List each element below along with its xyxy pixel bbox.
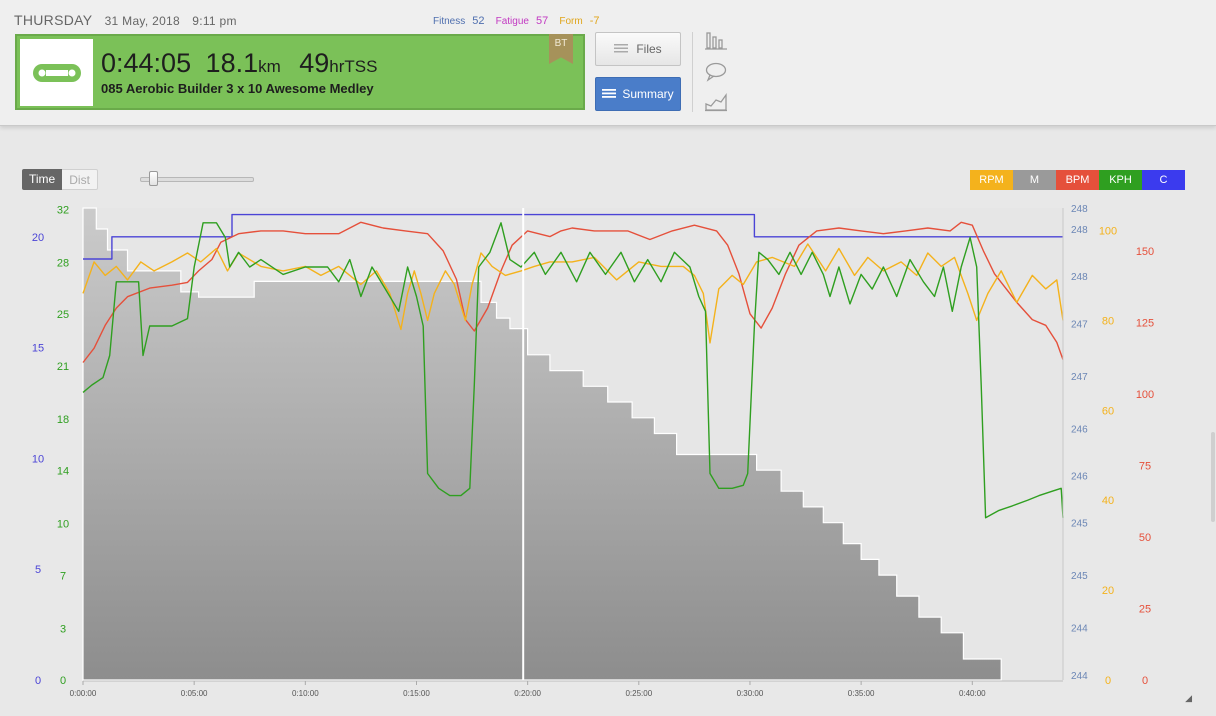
bt-badge: BT [549, 34, 573, 64]
x-tick-label: 0:35:00 [848, 689, 875, 698]
x-tick-label: 0:15:00 [403, 689, 430, 698]
time-text: 9:11 pm [192, 14, 237, 28]
day-name: THURSDAY [14, 12, 93, 28]
kph-axis-tick-label: 21 [57, 361, 69, 373]
kph-axis-tick-label: 14 [57, 466, 69, 478]
series-c-line [83, 213, 1063, 260]
distance-mode-button[interactable]: Dist [62, 169, 98, 190]
files-button[interactable]: Files [595, 32, 681, 66]
workout-stats: 0:44:05 18.1km 49hrTSS [101, 48, 391, 79]
m-axis-tick-label: 246 [1071, 471, 1088, 482]
rpm-axis-tick-label: 60 [1102, 405, 1114, 417]
m-axis-tick-label: 245 [1071, 571, 1088, 582]
x-tick-label: 0:20:00 [514, 689, 541, 698]
summary-icon [602, 87, 617, 101]
bpm-axis-tick-label: 100 [1136, 389, 1154, 401]
m-axis-tick-label: 247 [1071, 372, 1088, 383]
m-axis-tick-label: 244 [1071, 624, 1088, 635]
toolbar-divider [692, 32, 693, 112]
legend-kph[interactable]: KPH [1099, 170, 1142, 190]
x-tick-label: 0:25:00 [625, 689, 652, 698]
m-axis-tick-label: 248 [1071, 204, 1088, 215]
c-axis-tick-label: 10 [32, 453, 44, 465]
m-axis-tick-label: 244 [1071, 671, 1088, 682]
bpm-axis-tick-label: 50 [1139, 532, 1151, 544]
kph-axis-tick-label: 32 [57, 204, 69, 216]
c-axis-tick-label: 5 [35, 564, 41, 576]
graph-icon[interactable] [705, 92, 727, 117]
rpm-axis-tick-label: 0 [1105, 675, 1111, 687]
m-axis-tick-label: 248 [1071, 225, 1088, 236]
series-bpm-line [82, 221, 1064, 363]
kph-axis-tick-label: 18 [57, 414, 69, 426]
workout-distance: 18.1 [205, 48, 259, 78]
legend-bpm[interactable]: BPM [1056, 170, 1099, 190]
legend-c[interactable]: C [1142, 170, 1185, 190]
workout-card[interactable]: 0:44:05 18.1km 49hrTSS 085 Aerobic Build… [15, 34, 585, 110]
m-axis-tick-label: 246 [1071, 424, 1088, 435]
fitness-value: 52 [472, 15, 485, 27]
x-tick-label: 0:30:00 [737, 689, 764, 698]
legend-rpm[interactable]: RPM [970, 170, 1013, 190]
summary-button[interactable]: Summary [595, 77, 681, 111]
x-tick-label: 0:00:00 [70, 689, 97, 698]
m-axis-tick-label: 247 [1071, 319, 1088, 330]
workout-duration: 0:44:05 [101, 48, 192, 78]
bike-chain-icon [20, 39, 93, 106]
fatigue-value: 57 [536, 15, 549, 27]
c-axis-tick-label: 20 [32, 232, 44, 244]
c-axis-tick-label: 15 [32, 343, 44, 355]
bpm-axis-tick-label: 0 [1142, 675, 1148, 687]
summary-label: Summary [622, 87, 674, 101]
training-metrics: Fitness 52 Fatigue 57 Form -7 [433, 15, 608, 27]
files-label: Files [636, 42, 662, 56]
form-value: -7 [589, 15, 600, 27]
analysis-bars-icon[interactable] [705, 32, 727, 55]
activity-chart[interactable]: 0:00:00 0:05:00 0:10:00 0:15:00 0:20:00 0:25:… [0, 196, 1216, 716]
rpm-axis-tick-label: 80 [1102, 315, 1114, 327]
series-m-area [82, 207, 1002, 681]
zoom-slider-handle[interactable] [149, 171, 158, 186]
series-legend: RPM M BPM KPH C [970, 170, 1185, 190]
kph-axis-tick-label: 28 [57, 258, 69, 270]
page-scrollbar[interactable] [1211, 432, 1215, 522]
fitness-label: Fitness [433, 16, 466, 27]
time-mode-button[interactable]: Time [22, 169, 63, 190]
kph-axis-tick-label: 7 [60, 570, 66, 582]
distance-unit: km [258, 57, 281, 76]
c-axis-tick-label: 0 [35, 675, 41, 687]
kph-axis-tick-label: 25 [57, 309, 69, 321]
series-kph-line [82, 222, 1064, 519]
date-text: 31 May, 2018 [104, 14, 181, 28]
bpm-axis-tick-label: 150 [1136, 246, 1154, 258]
kph-axis-tick-label: 3 [60, 623, 66, 635]
x-tick-label: 0:10:00 [292, 689, 319, 698]
tss-unit: hrTSS [329, 57, 378, 76]
fatigue-label: Fatigue [495, 16, 529, 27]
files-icon [614, 42, 629, 56]
legend-m[interactable]: M [1013, 170, 1056, 190]
kph-axis-tick-label: 0 [60, 675, 66, 687]
rpm-axis-tick-label: 20 [1102, 585, 1114, 597]
form-label: Form [559, 16, 583, 27]
x-tick-label: 0:05:00 [181, 689, 208, 698]
kph-axis-tick-label: 10 [57, 519, 69, 531]
activity-date: THURSDAY 31 May, 2018 9:11 pm [14, 12, 237, 28]
workout-tss: 49 [299, 48, 330, 78]
workout-title: 085 Aerobic Builder 3 x 10 Awesome Medle… [101, 81, 374, 96]
bpm-axis-tick-label: 75 [1139, 460, 1151, 472]
m-axis-tick-label: 248 [1071, 272, 1088, 283]
m-axis-tick-label: 245 [1071, 519, 1088, 530]
comment-icon[interactable] [705, 62, 727, 87]
resize-handle-icon[interactable]: ◢ [1185, 693, 1192, 703]
rpm-axis-tick-label: 40 [1102, 495, 1114, 507]
x-tick-label: 0:40:00 [959, 689, 986, 698]
activity-header: THURSDAY 31 May, 2018 9:11 pm Fitness 52… [0, 0, 1216, 126]
x-axis-mode-toggle: Time Dist [22, 169, 98, 190]
zoom-slider-track[interactable] [140, 177, 254, 182]
bpm-axis-tick-label: 125 [1136, 317, 1154, 329]
rpm-axis-tick-label: 100 [1099, 225, 1117, 237]
bpm-axis-tick-label: 25 [1139, 603, 1151, 615]
